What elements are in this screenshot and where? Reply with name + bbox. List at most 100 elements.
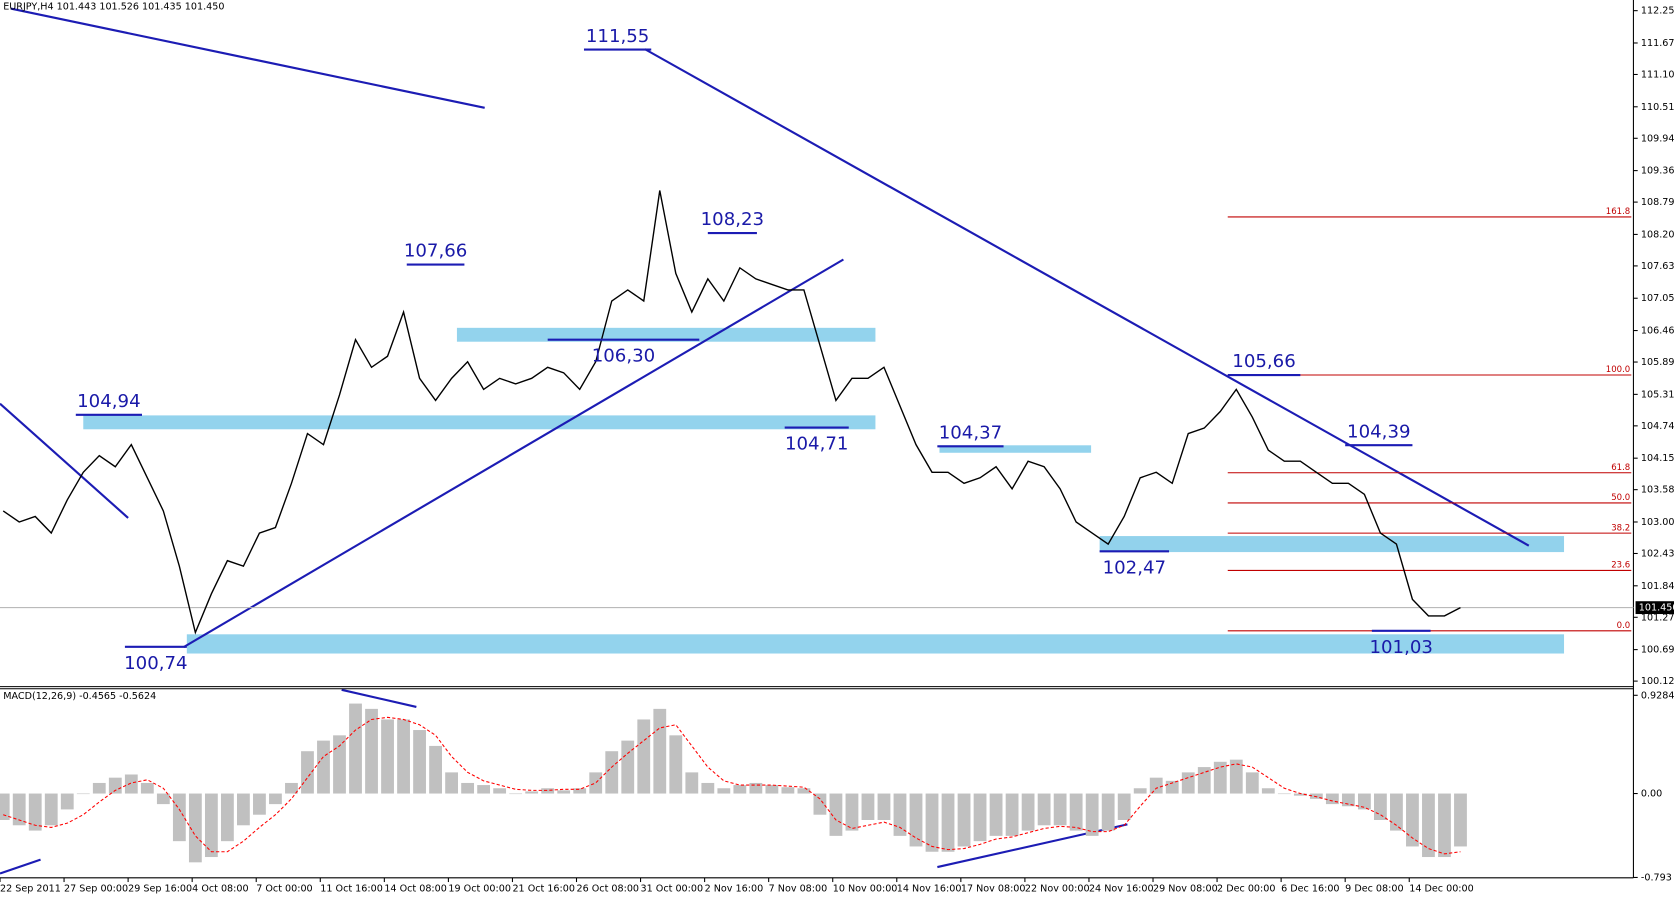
x-tick-label: 31 Oct 00:00 (641, 883, 704, 894)
macd-bar (541, 788, 555, 794)
x-tick-label: 7 Oct 00:00 (256, 883, 312, 894)
macd-bar (237, 793, 250, 826)
macd-bar (1165, 780, 1179, 794)
y-tick-label: 106.465 (1641, 326, 1674, 337)
macd-bar (92, 782, 106, 794)
x-tick-label: 21 Oct 16:00 (512, 883, 575, 894)
level-label: 106,30 (592, 346, 655, 367)
level-label: 102,47 (1103, 557, 1166, 578)
macd-bar (60, 793, 74, 810)
x-tick-label: 14 Nov 16:00 (897, 883, 962, 894)
macd-bar (204, 793, 218, 858)
macd-bar (1181, 772, 1195, 794)
y-tick-label: 104.155 (1641, 453, 1674, 464)
macd-bar (877, 793, 891, 820)
macd-bar (445, 772, 459, 794)
macd-bar (1341, 793, 1355, 807)
fib-label: 100.0 (1606, 365, 1630, 375)
trend-line (10, 7, 485, 109)
macd-bar (1261, 788, 1275, 794)
macd-bar (957, 793, 971, 847)
macd-bar (1053, 793, 1067, 826)
x-tick-label: 11 Oct 16:00 (320, 883, 383, 894)
macd-bar (365, 708, 378, 794)
zones (83, 327, 1565, 654)
macd-bar (1454, 793, 1467, 847)
macd-bar (253, 793, 266, 815)
macd-bar (1149, 777, 1163, 794)
macd-bar (925, 793, 939, 852)
x-tick-label: 17 Nov 08:00 (961, 883, 1026, 894)
macd-bar (1069, 793, 1083, 831)
macd-bar (909, 793, 923, 847)
zone (1099, 536, 1565, 553)
x-tick-label: 29 Sep 16:00 (128, 883, 192, 894)
macd-bar (1357, 793, 1371, 810)
macd-bar (381, 719, 394, 794)
macd-bar (589, 772, 603, 794)
macd-bar (28, 793, 42, 831)
fib-label: 0.0 (1617, 621, 1631, 631)
macd-bar (1374, 793, 1387, 820)
y-tick-label: 111.67 (1641, 38, 1674, 49)
macd-bar (797, 788, 811, 794)
fib-label: 161.8 (1606, 207, 1630, 217)
trend-line (0, 402, 129, 519)
macd-bar (1117, 793, 1131, 820)
macd-bar (124, 774, 138, 794)
macd-bar (973, 793, 987, 842)
y-tick-label: 103.585 (1641, 485, 1674, 496)
macd-bar (108, 777, 122, 794)
level-label: 101,03 (1369, 637, 1432, 658)
macd-bar (637, 719, 651, 794)
trend-line (0, 858, 41, 875)
y-tick-label: 100.120 (1641, 676, 1674, 687)
macd-bar (1422, 793, 1435, 858)
x-tick-label: 4 Oct 08:00 (192, 883, 248, 894)
macd-bar (1438, 793, 1451, 858)
macd-bar (989, 793, 1003, 836)
macd-bar (653, 708, 667, 794)
x-tick-label: 6 Dec 16:00 (1281, 883, 1339, 894)
zone (456, 327, 876, 342)
macd-bar (765, 785, 779, 794)
macd-bar (1101, 793, 1115, 831)
chart-header: EURJPY,H4 101.443 101.526 101.435 101.45… (3, 1, 224, 12)
fib-label: 50.0 (1611, 493, 1630, 503)
macd-bar (76, 793, 90, 795)
trend-line (644, 48, 1530, 547)
current-price-box (1635, 601, 1674, 615)
trend-line (183, 258, 844, 649)
x-tick-label: 2 Nov 16:00 (705, 883, 764, 894)
macd-bar (1406, 793, 1419, 847)
x-tick-label: 24 Nov 16:00 (1089, 883, 1154, 894)
macd-bar (717, 788, 731, 794)
x-tick-label: 19 Oct 00:00 (448, 883, 511, 894)
x-tick-label: 22 Sep 2011 (0, 883, 61, 894)
macd-bar (509, 793, 523, 795)
macd-bar (1213, 761, 1227, 794)
macd-bar (621, 740, 635, 794)
level-label: 111,55 (586, 26, 649, 47)
y-tick-label: 101.845 (1641, 581, 1674, 592)
macd-bar (12, 793, 26, 826)
y-tick-label: 108.205 (1641, 229, 1674, 240)
macd-bar (1245, 772, 1259, 794)
fib-label: 23.6 (1611, 561, 1630, 571)
y-tick-label: 103.000 (1641, 517, 1674, 528)
macd-bar (525, 791, 539, 794)
x-tick-label: 29 Nov 08:00 (1153, 883, 1218, 894)
macd-bar (893, 793, 907, 836)
x-tick-label: 9 Dec 08:00 (1345, 883, 1403, 894)
x-tick-label: 22 Nov 00:00 (1025, 883, 1090, 894)
macd-bar (1277, 793, 1291, 795)
x-tick-label: 27 Sep 00:00 (64, 883, 128, 894)
macd-bar (1293, 793, 1307, 796)
macd-bar (493, 788, 507, 794)
level-label: 100,74 (124, 653, 187, 674)
macd-bar (333, 735, 346, 794)
macd-bar (733, 785, 747, 794)
x-tick-label: 14 Dec 00:00 (1409, 883, 1474, 894)
macd-bar (845, 793, 859, 831)
